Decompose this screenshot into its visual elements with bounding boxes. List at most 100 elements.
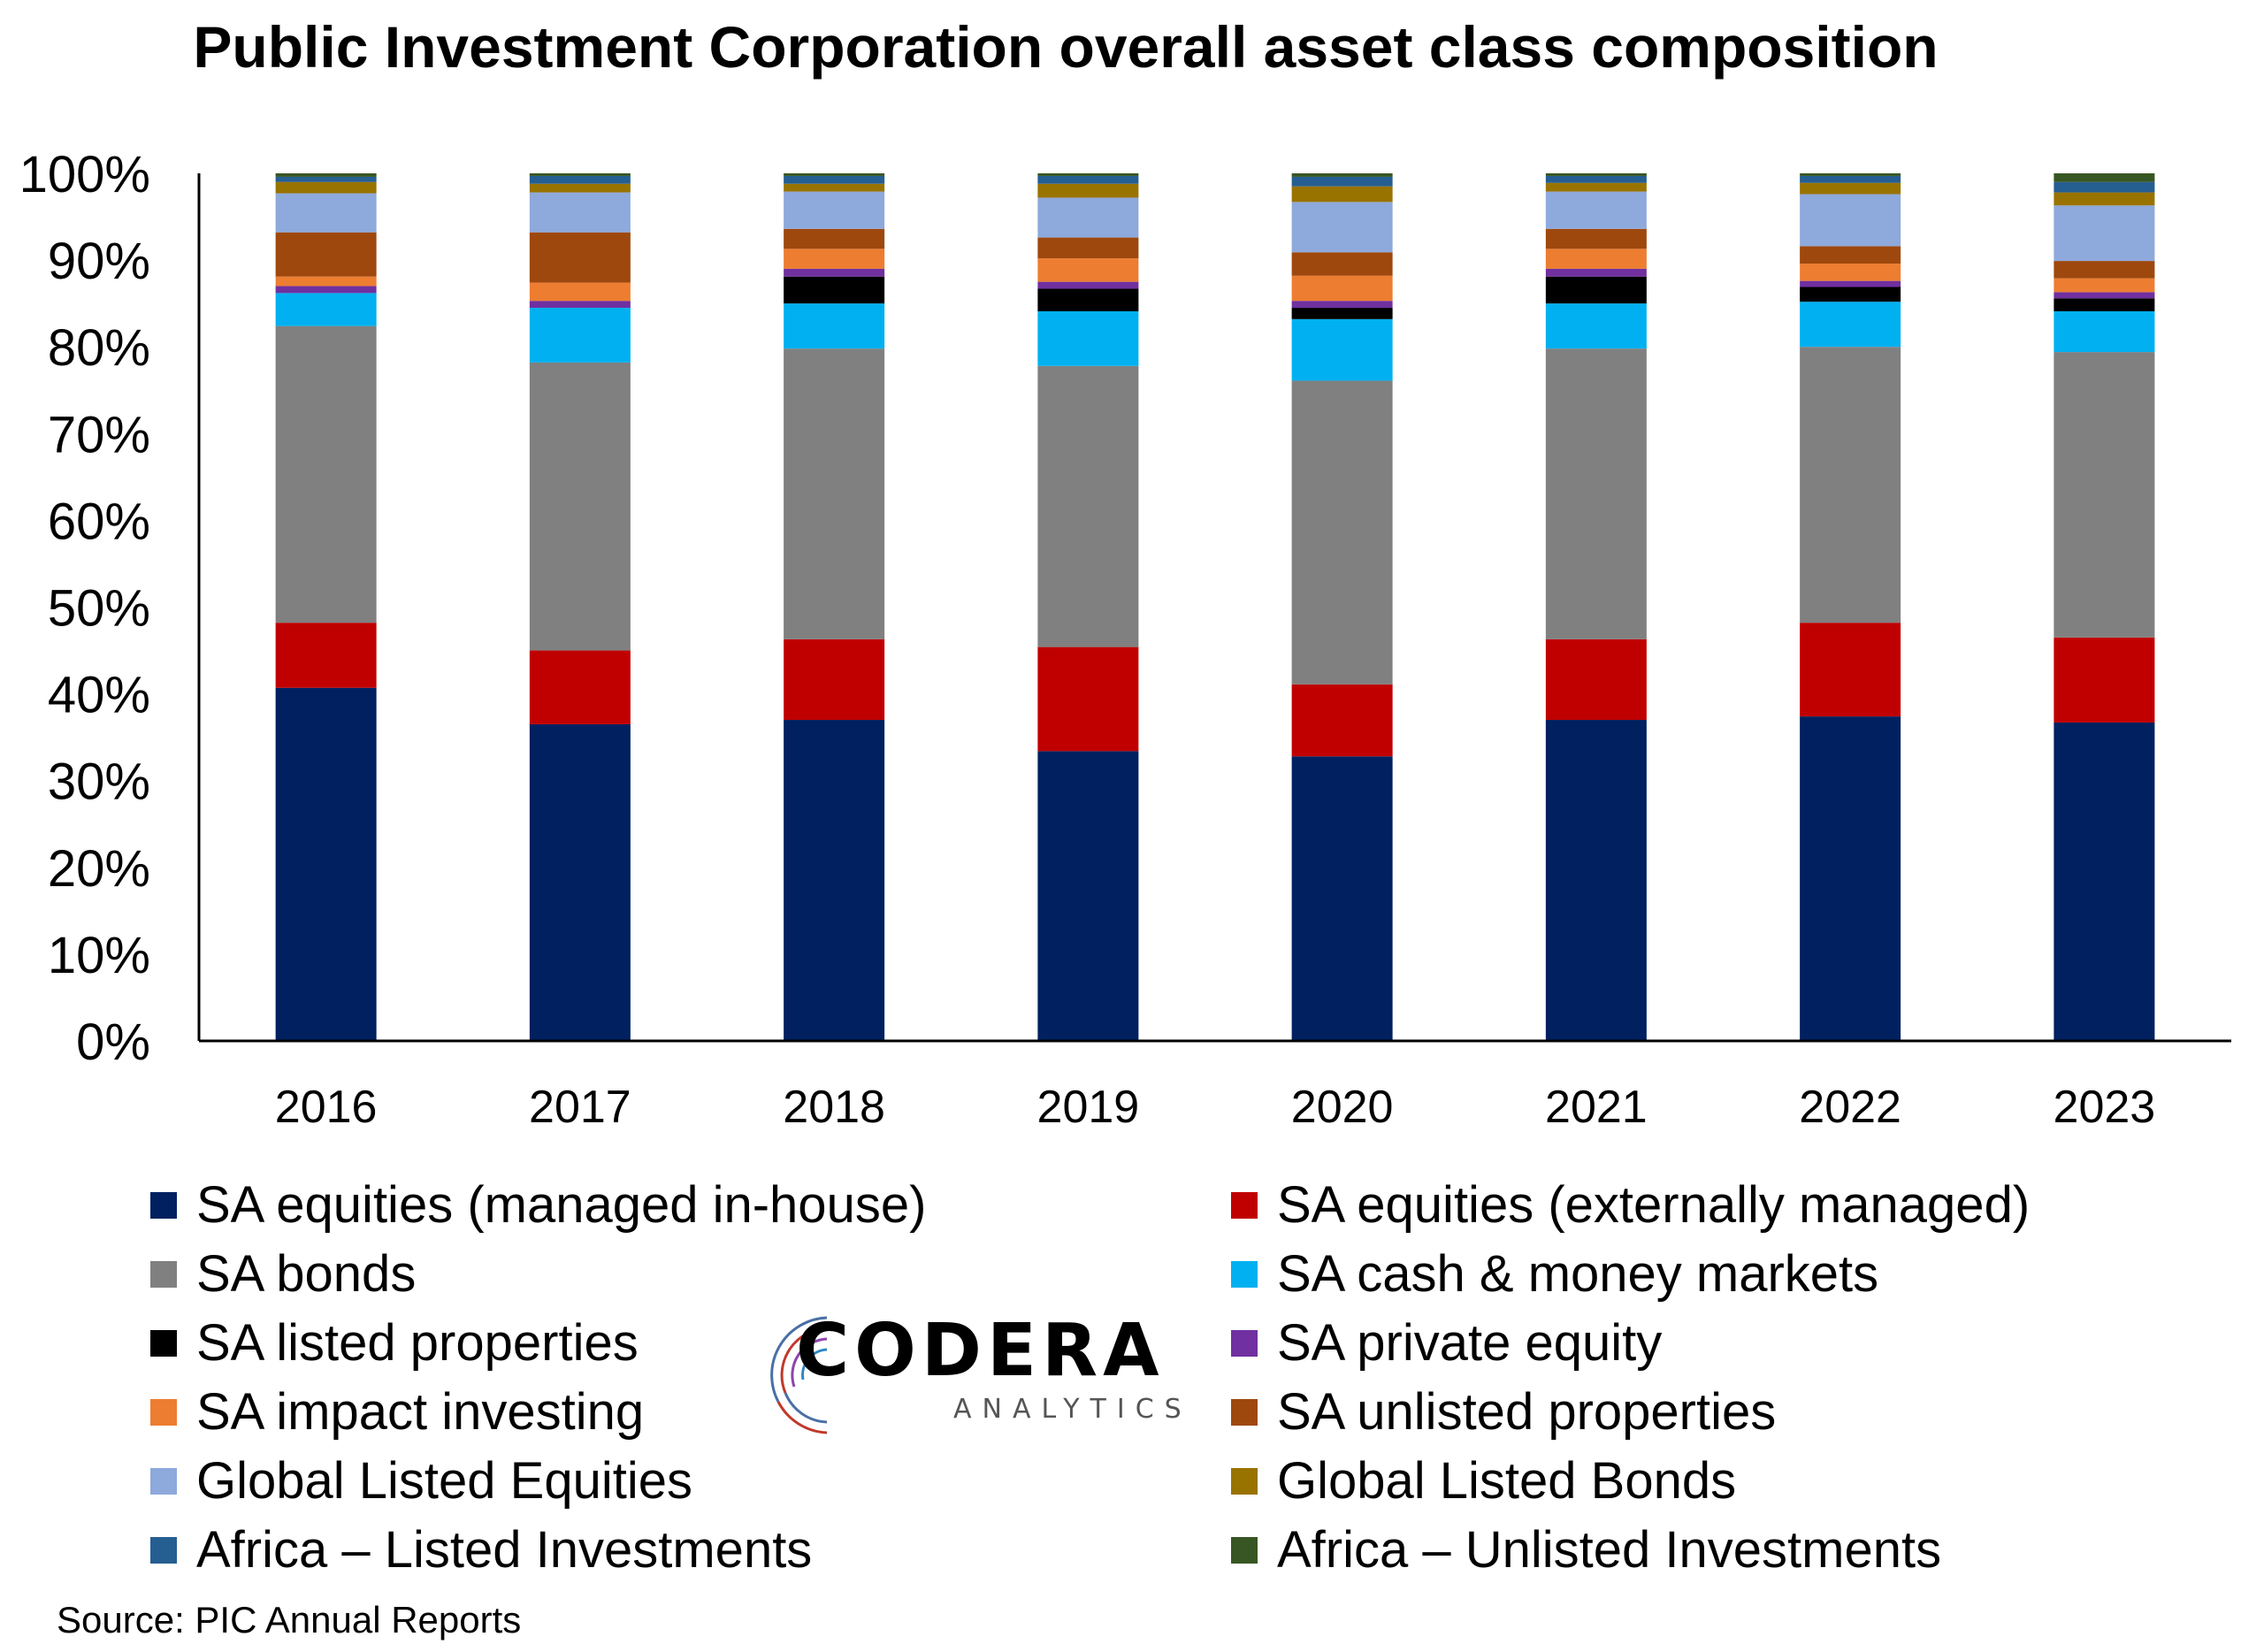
bar-segment-2023-series-5 <box>2054 292 2155 299</box>
legend-label: SA impact investing <box>196 1383 645 1441</box>
bar-segment-2020-series-11 <box>1291 173 1393 177</box>
legend-item: SA private equity <box>1231 1312 1662 1374</box>
x-tick-label: 2019 <box>1037 1082 1140 1133</box>
bar-segment-2021-series-8 <box>1545 191 1647 229</box>
bar-segment-2017-series-6 <box>529 282 631 302</box>
legend-item: Global Listed Bonds <box>1231 1450 1736 1512</box>
y-axis-ticks: 0% 10% 20% 30% 40% 50% 60% 70% 80% 90% 100% <box>19 146 150 1071</box>
bar-segment-2016-series-1 <box>275 623 377 688</box>
bar-series-group <box>275 173 2155 1041</box>
bar-segment-2021-series-10 <box>1545 175 1647 183</box>
bar-segment-2018-series-8 <box>784 191 885 229</box>
bar-segment-2023-series-8 <box>2054 205 2155 262</box>
bar-segment-2018-series-2 <box>784 348 885 639</box>
x-axis-ticks: 2016 2017 2018 2019 2020 2021 2022 2023 <box>275 1082 2155 1133</box>
bar-segment-2023-series-11 <box>2054 173 2155 182</box>
bar-segment-2020-series-6 <box>1291 275 1393 302</box>
bar-segment-2016-series-11 <box>275 173 377 177</box>
x-tick-label: 2020 <box>1291 1082 1394 1133</box>
bar-segment-2018-series-10 <box>784 175 885 184</box>
bar-segment-2023-series-10 <box>2054 181 2155 193</box>
bar-segment-2020-series-10 <box>1291 176 1393 187</box>
bar-segment-2023-series-0 <box>2054 722 2155 1041</box>
chart-title-text: Public Investment Corporation overall as… <box>193 14 1939 80</box>
bar-segment-2018-series-6 <box>784 249 885 269</box>
bar-segment-2019-series-2 <box>1037 365 1139 647</box>
legend-item: Africa – Unlisted Investments <box>1231 1519 1941 1581</box>
bar-segment-2019-series-9 <box>1037 183 1139 198</box>
bar-segment-2016-series-7 <box>275 232 377 277</box>
bar-segment-2022-series-9 <box>1800 182 1901 195</box>
bar-segment-2019-series-3 <box>1037 310 1139 366</box>
bar-segment-2016-series-6 <box>275 276 377 287</box>
y-tick-label: 10% <box>48 927 150 984</box>
bar-segment-2019-series-7 <box>1037 237 1139 259</box>
bar-segment-2017-series-3 <box>529 308 631 363</box>
bar-segment-2017-series-8 <box>529 192 631 233</box>
y-tick-label: 20% <box>48 840 150 898</box>
x-tick-label: 2022 <box>1799 1082 1901 1133</box>
y-tick-label: 90% <box>48 233 150 290</box>
bar-segment-2019-series-6 <box>1037 258 1139 282</box>
bar-segment-2017-series-0 <box>529 723 631 1041</box>
bar-segment-2020-series-0 <box>1291 756 1393 1041</box>
x-tick-label: 2018 <box>783 1082 885 1133</box>
stacked-bar-chart: 0%10%20%30%40%50%60%70%80%90%100% 2016 20… <box>19 146 2231 1133</box>
legend-item: SA impact investing <box>150 1381 644 1443</box>
bar-segment-2023-series-9 <box>2054 192 2155 206</box>
bar-segment-2022-series-5 <box>1800 280 1901 287</box>
bar-segment-2017-series-1 <box>529 650 631 724</box>
bar-segment-2018-series-1 <box>784 639 885 721</box>
bar-segment-2020-series-3 <box>1291 318 1393 381</box>
bar-segment-2017-series-2 <box>529 362 631 651</box>
bar-segment-2021-series-5 <box>1545 268 1647 277</box>
source-note: Source: PIC Annual Reports <box>57 1599 522 1641</box>
bar-segment-2017-series-7 <box>529 232 631 283</box>
bar-segment-2021-series-7 <box>1545 228 1647 249</box>
legend-item: SA equities (managed in-house) <box>150 1174 926 1236</box>
bar-segment-2021-series-2 <box>1545 348 1647 639</box>
legend-label: SA listed properties <box>196 1314 639 1372</box>
bar-segment-2016-series-0 <box>275 687 377 1041</box>
x-tick-label: 2023 <box>2054 1082 2156 1133</box>
bar-segment-2016-series-8 <box>275 193 377 233</box>
bar-segment-2016-series-10 <box>275 176 377 182</box>
bar-segment-2022-series-10 <box>1800 175 1901 183</box>
legend-swatch <box>150 1537 177 1564</box>
legend-swatch <box>150 1330 177 1357</box>
bar-segment-2021-series-4 <box>1545 276 1647 304</box>
bar-segment-2020-series-4 <box>1291 308 1393 319</box>
bar-segment-2023-series-3 <box>2054 310 2155 353</box>
chart-title: Public Investment Corporation overall as… <box>0 12 2131 81</box>
legend-swatch <box>150 1261 177 1288</box>
bar-segment-2023-series-1 <box>2054 637 2155 723</box>
bar-segment-2016-series-9 <box>275 181 377 194</box>
bar-segment-2022-series-8 <box>1800 194 1901 247</box>
bar-segment-2019-series-10 <box>1037 175 1139 184</box>
bar-segment-2020-series-7 <box>1291 252 1393 276</box>
bar-segment-2018-series-5 <box>784 268 885 277</box>
bar-segment-2021-series-0 <box>1545 720 1647 1041</box>
legend-swatch <box>1231 1330 1258 1357</box>
bar-segment-2022-series-0 <box>1800 716 1901 1041</box>
bar-segment-2018-series-3 <box>784 303 885 349</box>
bar-segment-2023-series-6 <box>2054 278 2155 293</box>
bar-segment-2018-series-0 <box>784 720 885 1041</box>
y-tick-label: 80% <box>48 319 150 377</box>
bar-segment-2021-series-6 <box>1545 249 1647 269</box>
legend-label: Africa – Unlisted Investments <box>1277 1521 1942 1579</box>
logo-wordmark: CODERA <box>796 1309 1165 1393</box>
legend-swatch <box>1231 1537 1258 1564</box>
bar-segment-2019-series-5 <box>1037 281 1139 289</box>
bar-segment-2023-series-7 <box>2054 261 2155 279</box>
legend-item: SA unlisted properties <box>1231 1381 1776 1443</box>
legend-swatch <box>150 1399 177 1426</box>
bar-segment-2016-series-5 <box>275 286 377 294</box>
legend-item: Global Listed Equities <box>150 1450 692 1512</box>
bar-segment-2019-series-4 <box>1037 288 1139 311</box>
y-tick-label: 70% <box>48 406 150 463</box>
legend-swatch <box>150 1192 177 1219</box>
legend-label: Global Listed Bonds <box>1277 1452 1737 1510</box>
legend-label: Africa – Listed Investments <box>196 1521 813 1579</box>
bar-segment-2019-series-11 <box>1037 173 1139 176</box>
